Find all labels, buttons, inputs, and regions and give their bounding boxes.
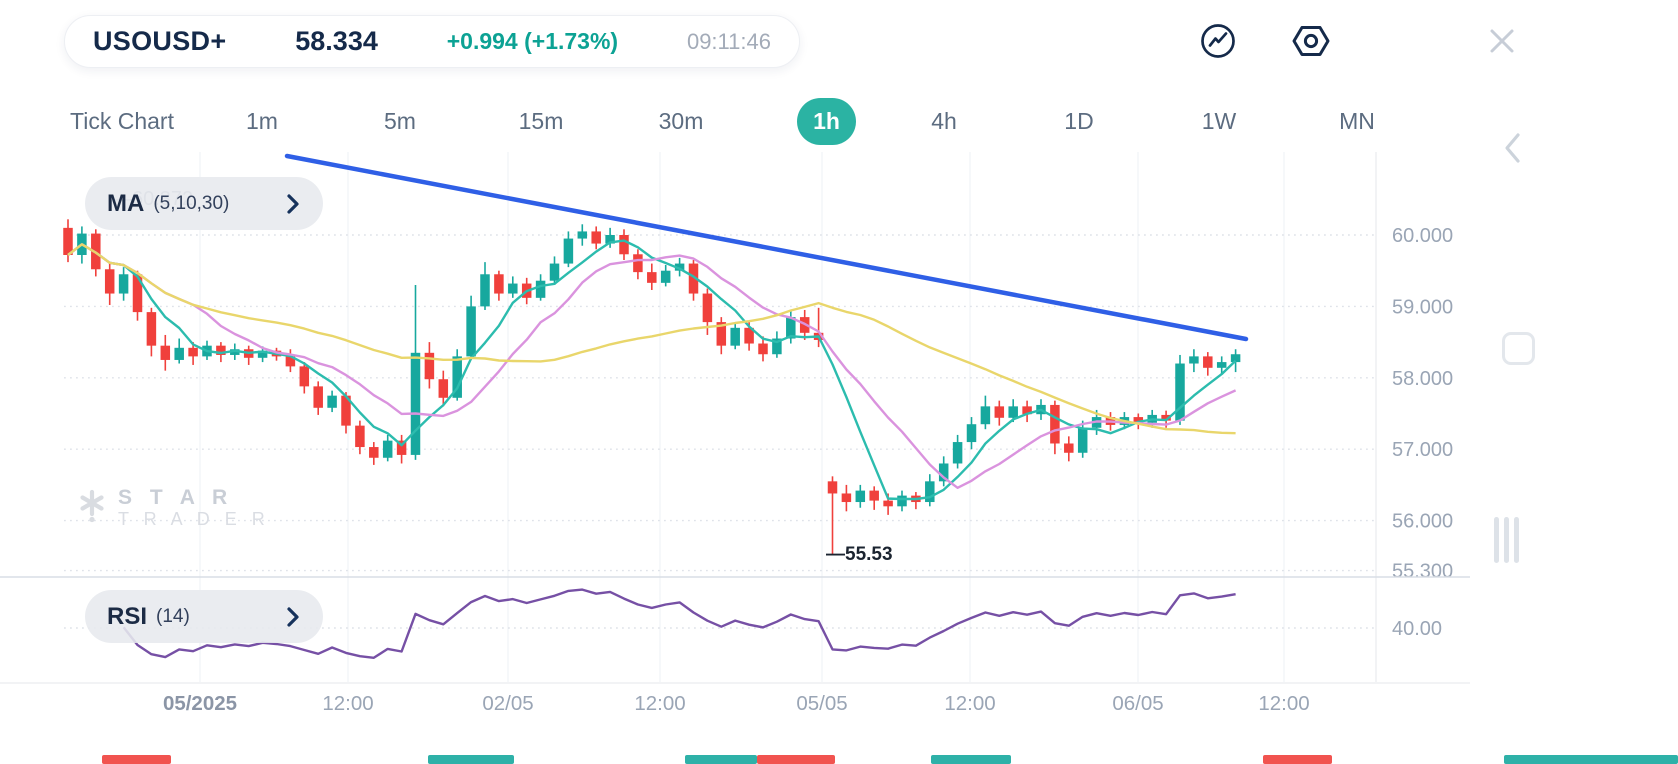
watermark-trader: T R A D E R — [118, 509, 270, 529]
rsi-indicator-pill[interactable]: RSI (14) — [85, 590, 323, 643]
tab-1w[interactable]: 1W — [1201, 108, 1237, 134]
low-price-annotation: —55.53 — [826, 544, 893, 565]
quote-time: 09:11:46 — [686, 28, 771, 54]
tab-mn[interactable]: MN — [1339, 108, 1375, 134]
drag-handle-bars[interactable] — [1494, 517, 1519, 563]
chevron-left-icon — [1500, 133, 1526, 170]
ma-indicator-pill[interactable]: MA (5,10,30) — [85, 177, 323, 230]
floating-shape-button[interactable] — [1502, 332, 1535, 365]
svg-text:60.000: 60.000 — [1392, 225, 1453, 247]
rsi-level-label: 40.00 — [1392, 618, 1442, 640]
trend-circle-icon — [1198, 21, 1238, 64]
strip-candle-down — [102, 755, 171, 764]
rsi-line — [122, 588, 1236, 659]
svg-text:02/05: 02/05 — [482, 692, 533, 715]
svg-text:12:00: 12:00 — [1258, 692, 1309, 715]
strip-candle-down — [1263, 755, 1332, 764]
rsi-label: RSI — [107, 602, 148, 630]
rsi-params: (14) — [156, 605, 190, 627]
strip-candle-up — [931, 755, 1011, 764]
ma-5-line — [67, 239, 1237, 501]
indicator-chart-button[interactable] — [1195, 19, 1241, 65]
ma-label: MA — [107, 189, 145, 217]
settings-hexagon-icon — [1290, 21, 1332, 64]
symbol-name: USOUSD+ — [93, 26, 227, 56]
settings-button[interactable] — [1288, 19, 1334, 65]
svg-text:57.000: 57.000 — [1392, 439, 1453, 461]
svg-text:06/05: 06/05 — [1112, 692, 1163, 715]
strip-candle-up — [428, 755, 514, 764]
quote-card[interactable]: USOUSD+ 58.334 +0.994 (+1.73%) 09:11:46 — [64, 15, 800, 68]
svg-text:55.300: 55.300 — [1392, 561, 1453, 583]
tab-1m[interactable]: 1m — [246, 108, 278, 134]
tab-30m[interactable]: 30m — [658, 108, 704, 134]
tab-tick-chart[interactable]: Tick Chart — [70, 108, 174, 134]
chevron-right-icon — [285, 192, 301, 216]
tab-4h[interactable]: 4h — [931, 108, 957, 134]
svg-text:12:00: 12:00 — [322, 692, 373, 715]
svg-text:05/2025: 05/2025 — [163, 692, 237, 715]
last-price: 58.334 — [295, 26, 378, 56]
strip-candle-up — [685, 755, 757, 764]
brand-watermark: S T A R T R A D E R — [76, 487, 270, 529]
svg-text:05/05: 05/05 — [796, 692, 847, 715]
strip-candle-down — [757, 755, 835, 764]
strip-candle-up — [1504, 755, 1678, 764]
vertical-gridlines — [199, 152, 1377, 682]
ma-params: (5,10,30) — [153, 192, 230, 214]
chevron-right-icon — [285, 605, 301, 629]
candles — [63, 219, 1241, 555]
svg-text:59.000: 59.000 — [1392, 296, 1453, 318]
close-icon — [1482, 21, 1522, 64]
ma-10-line — [67, 243, 1237, 489]
svg-text:56.000: 56.000 — [1392, 511, 1453, 533]
tab-15m[interactable]: 15m — [518, 108, 564, 134]
svg-text:12:00: 12:00 — [944, 692, 995, 715]
time-axis-labels: 05/2025 12:00 02/05 12:00 05/05 12:00 06/05 12:… — [163, 692, 1310, 715]
price-change: +0.994 (+1.73%) — [446, 28, 619, 54]
tab-1h-selected[interactable]: 1h — [797, 98, 856, 145]
tab-5m[interactable]: 5m — [384, 108, 416, 134]
star-snowflake-icon — [76, 489, 108, 528]
watermark-star: S T A R — [118, 486, 234, 509]
tab-1d[interactable]: 1D — [1064, 108, 1094, 134]
svg-text:12:00: 12:00 — [634, 692, 685, 715]
panel-collapse-handle[interactable] — [1500, 130, 1526, 171]
trendline — [284, 153, 1249, 342]
ma-30-line — [67, 243, 1236, 435]
svg-text:58.000: 58.000 — [1392, 368, 1453, 390]
close-button[interactable] — [1479, 19, 1525, 65]
price-gridlines: 60.000 59.000 58.000 57.000 56.000 55.300 — [64, 225, 1453, 583]
